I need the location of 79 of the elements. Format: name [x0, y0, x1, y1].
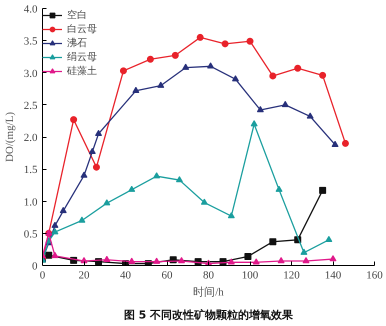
point [232, 75, 239, 82]
x-tick-label: 120 [283, 270, 300, 282]
point [294, 64, 302, 72]
point [132, 86, 140, 93]
y-tick-label: 0 [32, 260, 38, 272]
x-tick-label: 140 [324, 270, 342, 282]
point [330, 255, 336, 262]
y-tick-label: 3.0 [24, 68, 38, 80]
x-tick-label: 80 [203, 270, 214, 282]
point [319, 186, 326, 194]
point [45, 252, 52, 259]
point [196, 34, 204, 41]
point [325, 236, 332, 242]
point [176, 176, 183, 182]
point [153, 172, 160, 178]
point [78, 216, 86, 223]
x-tick-label: 160 [366, 270, 384, 282]
point [276, 186, 283, 192]
point [278, 257, 285, 264]
point [256, 106, 264, 112]
legend-label: 硅藻土 [67, 64, 97, 78]
y-tick-label: 3.5 [24, 36, 38, 48]
x-tick-label: 0 [40, 270, 46, 282]
point [146, 56, 154, 63]
point [319, 72, 326, 79]
point [228, 212, 235, 218]
caption: 图 5 不同改性矿物颗粒的增氧效果 [124, 308, 294, 322]
point [332, 140, 339, 147]
point [250, 120, 258, 126]
y-tick-label: 4.0 [24, 4, 38, 16]
y-tick-label: 2.0 [24, 132, 38, 144]
x-tick-label: 60 [162, 270, 173, 282]
x-axis-title: 时间/h [193, 286, 224, 298]
x-tick-label: 40 [120, 270, 132, 282]
legend-label: 空白 [67, 8, 87, 22]
point [282, 100, 289, 108]
point [222, 40, 229, 48]
legend-label: 白云母 [67, 23, 97, 36]
point [128, 258, 136, 264]
point [200, 198, 208, 205]
y-axis-title: DO/(mg/L) [4, 112, 16, 162]
point [244, 253, 252, 260]
y-tick-label: 1.0 [24, 196, 38, 208]
point [269, 238, 276, 246]
point [153, 258, 160, 264]
point [70, 116, 78, 124]
x-tick-label: 100 [242, 270, 259, 282]
point [103, 256, 110, 262]
point [182, 64, 190, 70]
point [302, 257, 310, 264]
point [306, 112, 314, 119]
point [92, 164, 100, 171]
x-tick-label: 20 [78, 270, 90, 282]
legend-label: 沸石 [67, 36, 87, 50]
point [342, 140, 349, 147]
point [252, 258, 260, 265]
point [103, 199, 110, 206]
point [51, 222, 58, 228]
point [157, 82, 164, 88]
point [51, 252, 58, 258]
point [128, 186, 136, 192]
legend-label: 绢云母 [67, 51, 97, 64]
point [300, 248, 308, 255]
y-tick-label: 1.5 [24, 164, 38, 176]
point [60, 206, 67, 214]
y-tick-label: 2.5 [24, 100, 38, 112]
point [172, 52, 179, 59]
point [80, 172, 88, 178]
point [246, 38, 254, 45]
point [120, 67, 127, 74]
point [51, 228, 58, 234]
point [80, 257, 88, 264]
point [95, 130, 102, 136]
point [207, 62, 214, 69]
point [88, 148, 96, 154]
y-tick-label: 0.5 [24, 228, 38, 240]
point [228, 258, 235, 265]
point [178, 257, 186, 264]
point [269, 72, 276, 80]
